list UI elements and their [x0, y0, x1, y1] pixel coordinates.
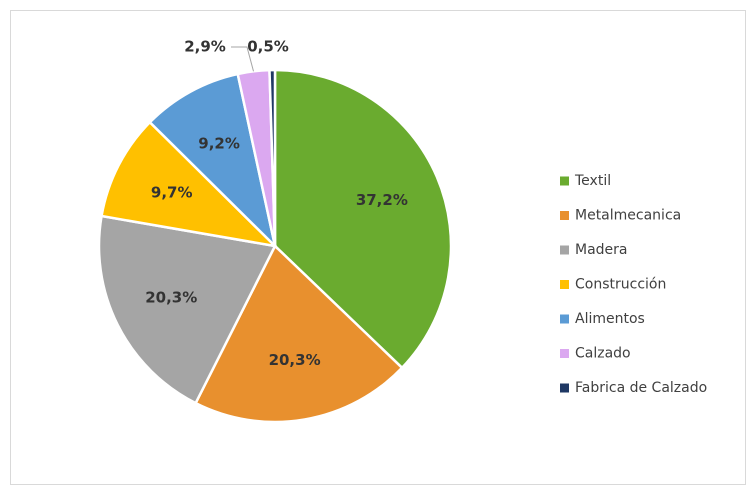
legend-label: Calzado: [575, 346, 631, 362]
pie-slice: [193, 243, 404, 424]
legend-label: Alimentos: [575, 311, 645, 327]
data-label: 9,2%: [198, 135, 240, 153]
legend-swatch: [560, 245, 569, 255]
legend-label: Construcción: [575, 277, 666, 293]
legend-swatch: [560, 383, 569, 393]
legend-swatch: [560, 211, 569, 220]
legend-swatch: [560, 349, 569, 358]
legend-label: Textil: [574, 173, 611, 189]
pie-slice: [273, 68, 453, 370]
data-label: 0,5%: [247, 38, 289, 56]
pie-slice: [97, 214, 277, 405]
legend-swatch: [560, 176, 569, 186]
legend-label: Fabrica de Calzado: [575, 380, 707, 396]
pie-slice: [148, 72, 278, 250]
data-label: 20,3%: [145, 289, 197, 307]
data-label: 9,7%: [151, 183, 193, 201]
pie-slice: [100, 120, 279, 248]
data-label: 37,2%: [356, 191, 408, 209]
leader-line: [231, 46, 254, 72]
legend-label: Metalmecanica: [575, 208, 681, 224]
data-label: 2,9%: [184, 38, 226, 56]
pie-slice: [268, 68, 277, 247]
legend-swatch: [560, 314, 569, 324]
legend-swatch: [560, 280, 569, 289]
legend-label: Madera: [575, 242, 628, 258]
data-label: 20,3%: [269, 351, 321, 369]
